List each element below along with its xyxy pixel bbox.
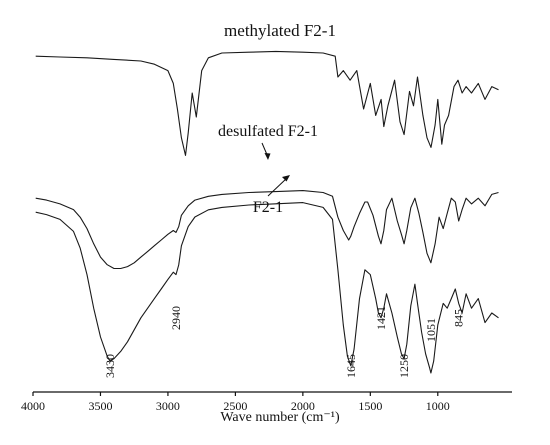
peak-label: 845 <box>452 309 466 327</box>
x-tick-label: 4000 <box>21 399 45 413</box>
x-tick-label: 3500 <box>88 399 112 413</box>
peak-label: 2940 <box>169 306 183 330</box>
x-tick-label: 1500 <box>358 399 382 413</box>
peak-label: 1250 <box>397 354 411 378</box>
peak-label: 3430 <box>103 354 117 378</box>
curve-label: desulfated F2-1 <box>218 123 318 140</box>
series-line-desulfated-f2-1 <box>35 190 499 270</box>
peak-labels: 3430 2940 1645 1421 1250 1051 845 <box>103 306 466 378</box>
arrowhead-desulfated <box>264 153 271 160</box>
x-tick-label: 2000 <box>291 399 315 413</box>
peak-label: 1051 <box>424 318 438 342</box>
peak-label: 1645 <box>344 354 358 378</box>
peak-label: 1421 <box>374 306 388 330</box>
arrowhead-f2-1 <box>282 175 290 182</box>
x-tick-label: 2500 <box>223 399 247 413</box>
series-line-f2-1 <box>35 202 499 374</box>
x-axis-label: Wave number (cm⁻¹) <box>220 410 340 425</box>
x-tick-label: 3000 <box>156 399 180 413</box>
series-line-methylated-f2-1 <box>35 50 499 156</box>
curve-label: F2-1 <box>253 199 283 216</box>
label-arrows <box>261 142 290 197</box>
curve-labels: methylated F2-1 desulfated F2-1 F2-1 <box>218 21 336 216</box>
spectrum-curves <box>35 50 499 374</box>
arrow-f2-1 <box>267 177 288 197</box>
curve-label: methylated F2-1 <box>224 21 336 40</box>
x-axis-ticks: 4000 3500 3000 2500 2000 1500 1000 <box>21 392 450 413</box>
x-tick-label: 1000 <box>426 399 450 413</box>
